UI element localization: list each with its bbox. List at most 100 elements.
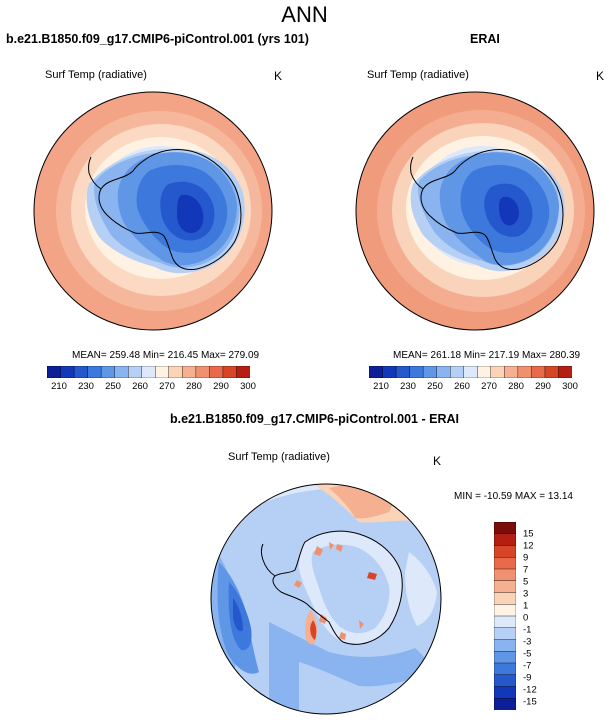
colorbar-swatch: [155, 366, 170, 378]
colorbar-swatch: [127, 366, 143, 378]
colorbar-swatch: [494, 674, 516, 688]
colorbar-swatch: [494, 568, 516, 582]
obs-colorbar: [369, 366, 572, 378]
colorbar-swatch: [168, 366, 184, 378]
map-band-210: [499, 196, 519, 226]
colorbar-swatch: [422, 366, 438, 378]
diff-colorbar: [494, 522, 516, 710]
colorbar-swatch: [73, 366, 89, 378]
colorbar-swatch: [494, 639, 516, 652]
obs-variable-label: Surf Temp (radiative): [367, 69, 469, 81]
colorbar-tick: -7: [523, 660, 532, 672]
antarctic-peninsula-coastline: [410, 156, 424, 190]
colorbar-tick: 0: [523, 612, 529, 624]
colorbar-swatch: [504, 366, 519, 378]
colorbar-swatch: [517, 366, 533, 378]
colorbar-swatch: [494, 592, 516, 605]
colorbar-swatch: [494, 627, 516, 641]
colorbar-tick: 210: [373, 381, 389, 392]
colorbar-swatch: [494, 686, 516, 699]
colorbar-swatch: [60, 366, 75, 378]
page-title: ANN: [281, 2, 328, 27]
colorbar-swatch: [395, 366, 411, 378]
colorbar-tick: 12: [523, 540, 534, 552]
colorbar-swatch: [494, 580, 516, 594]
colorbar-swatch: [100, 366, 116, 378]
colorbar-tick: 230: [400, 381, 416, 392]
colorbar-swatch: [114, 366, 129, 378]
colorbar-swatch: [209, 366, 224, 378]
colorbar-tick: 5: [523, 576, 529, 588]
colorbar-swatch: [449, 366, 465, 378]
colorbar-swatch: [494, 522, 516, 535]
diff-peninsula-coastline: [261, 543, 276, 577]
obs-unit-label: K: [596, 69, 605, 83]
diff-region: [311, 544, 390, 634]
map-border: [210, 483, 442, 715]
obs-colorbar-ticks: 210 230 250 260 270 280 290 300: [369, 381, 578, 395]
model-polar-map: [33, 91, 273, 331]
colorbar-tick: 7: [523, 564, 529, 576]
diff-region: [233, 598, 243, 632]
diff-unit-label: K: [433, 454, 442, 468]
colorbar-tick: 290: [535, 381, 551, 392]
antarctica-coastline: [98, 149, 242, 270]
colorbar-swatch: [222, 366, 238, 378]
colorbar-tick: 3: [523, 588, 529, 600]
model-variable-label: Surf Temp (radiative): [45, 69, 147, 81]
colorbar-tick: 9: [523, 552, 529, 564]
colorbar-tick: 290: [213, 381, 229, 392]
colorbar-swatch: [369, 366, 384, 378]
diff-polar-map: [210, 483, 442, 715]
colorbar-swatch: [490, 366, 506, 378]
colorbar-tick: 300: [240, 381, 256, 392]
colorbar-tick: -12: [523, 684, 537, 696]
colorbar-tick: 210: [51, 381, 67, 392]
antarctic-peninsula-coastline: [88, 156, 102, 190]
colorbar-swatch: [494, 604, 516, 617]
model-unit-label: K: [274, 69, 283, 83]
model-colorbar-ticks: 210 230 250 260 270 280 290 300: [47, 381, 256, 395]
colorbar-tick: 270: [481, 381, 497, 392]
diff-colorbar-ticks: 15 12 9 7 5 3 1 0 -1 -3 -5 -7 -9 -12 -15: [523, 522, 563, 710]
diff-stats: MIN = -10.59 MAX = 13.14: [454, 491, 573, 502]
obs-stats: MEAN= 261.18 Min= 217.19 Max= 280.39: [393, 350, 581, 361]
colorbar-swatch: [236, 366, 250, 378]
colorbar-swatch: [141, 366, 156, 378]
colorbar-swatch: [531, 366, 546, 378]
colorbar-swatch: [47, 366, 62, 378]
map-border: [33, 91, 273, 331]
diff-region: [405, 552, 437, 626]
obs-panel-title: ERAI: [470, 32, 500, 46]
model-panel-title: b.e21.B1850.f09_g17.CMIP6-piControl.001 …: [6, 32, 309, 46]
colorbar-swatch: [494, 698, 516, 710]
colorbar-swatch: [382, 366, 397, 378]
colorbar-swatch: [494, 651, 516, 664]
colorbar-tick: 1: [523, 600, 529, 612]
model-stats: MEAN= 259.48 Min= 216.45 Max= 279.09: [72, 350, 260, 361]
colorbar-tick: 230: [78, 381, 94, 392]
colorbar-tick: 250: [105, 381, 121, 392]
colorbar-swatch: [436, 366, 451, 378]
colorbar-tick: 260: [132, 381, 148, 392]
colorbar-swatch: [409, 366, 424, 378]
colorbar-tick: 280: [186, 381, 202, 392]
diff-antarctica-coastline: [272, 530, 403, 645]
obs-polar-map: [355, 91, 595, 331]
colorbar-swatch: [182, 366, 197, 378]
colorbar-tick: 15: [523, 528, 534, 540]
colorbar-swatch: [494, 557, 516, 570]
map-border: [355, 91, 595, 331]
colorbar-swatch: [463, 366, 478, 378]
diff-warm-anomaly-core: [310, 620, 317, 640]
diff-warm-anomaly: [367, 572, 377, 580]
colorbar-tick: 260: [454, 381, 470, 392]
colorbar-tick: -1: [523, 624, 532, 636]
colorbar-swatch: [494, 545, 516, 558]
colorbar-swatch: [477, 366, 492, 378]
colorbar-swatch: [195, 366, 211, 378]
colorbar-tick: -5: [523, 648, 532, 660]
colorbar-tick: 300: [562, 381, 578, 392]
colorbar-tick: -3: [523, 636, 532, 648]
colorbar-swatch: [494, 615, 516, 629]
